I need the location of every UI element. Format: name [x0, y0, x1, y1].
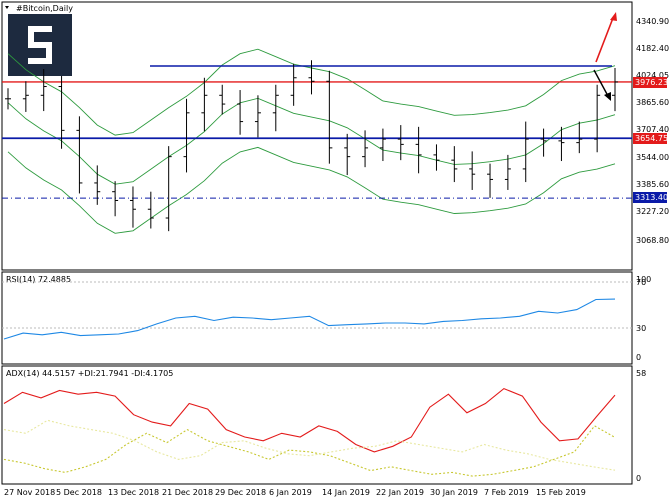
arrow-up-shaft	[595, 17, 614, 63]
adx-series	[3, 387, 616, 453]
plus-di-series	[3, 425, 616, 477]
broker-logo	[8, 14, 72, 76]
red-level-tag-bg	[633, 77, 667, 88]
rsi-series	[3, 298, 616, 340]
price-tick: 4182.40	[636, 44, 669, 53]
rsi-tick: 30	[636, 324, 646, 333]
price-tick: 4024.05	[636, 71, 669, 80]
minus-di-series	[3, 419, 616, 471]
price-tick: 3227.20	[636, 207, 669, 216]
rsi-line	[3, 298, 616, 340]
rsi-tick: 0	[636, 353, 641, 362]
date-label: 27 Nov 2018	[4, 488, 55, 497]
upper-blue-tag: 3654.75	[635, 134, 668, 143]
date-label: 13 Dec 2018	[108, 488, 159, 497]
candlesticks	[5, 60, 618, 232]
adx-tick: 0	[636, 474, 641, 483]
date-label: 30 Jan 2019	[430, 488, 478, 497]
upper-blue-tag-bg	[633, 133, 667, 144]
adx-label: ADX(14) 44.5157 +DI:21.7941 -DI:4.1705	[6, 369, 173, 378]
rsi-tick: 70	[636, 278, 646, 287]
band-lower	[7, 146, 616, 234]
date-axis: 27 Nov 2018 5 Dec 2018 13 Dec 2018 21 De…	[4, 488, 586, 497]
arrow-up-head	[610, 12, 617, 21]
price-tick: 4340.90	[636, 17, 669, 26]
adx-panel-frame	[1, 365, 633, 485]
dashdot-tag-bg	[633, 192, 667, 203]
rsi-panel-frame	[1, 271, 633, 365]
date-label: 21 Dec 2018	[162, 488, 213, 497]
rsi-label: RSI(14) 72.4885	[6, 275, 71, 284]
date-label: 14 Jan 2019	[322, 488, 370, 497]
horizontal-levels	[2, 65, 632, 199]
date-label: 29 Dec 2018	[215, 488, 266, 497]
price-tick: 3385.60	[636, 180, 669, 189]
logo-glyph	[28, 26, 52, 64]
level-tags: 3976.23 3654.75 3313.40	[633, 77, 668, 203]
price-tick: 3707.40	[636, 125, 669, 134]
rsi-tick: 100	[636, 275, 651, 284]
adx-tick: 58	[636, 369, 646, 378]
price-panel-frame	[1, 1, 633, 271]
date-label: 6 Jan 2019	[269, 488, 312, 497]
price-tick: 3544.00	[636, 153, 669, 162]
date-label: 15 Feb 2019	[536, 488, 586, 497]
date-label: 22 Jan 2019	[376, 488, 424, 497]
forecast-arrows	[593, 12, 617, 101]
red-level-tag: 3976.23	[635, 78, 668, 87]
price-axis: 4340.90 4182.40 4024.05 3865.60 3707.40 …	[636, 17, 669, 245]
date-label: 7 Feb 2019	[484, 488, 529, 497]
price-tick: 3865.60	[636, 98, 669, 107]
band-middle	[7, 97, 616, 185]
adx-lines	[3, 387, 616, 477]
date-label: 5 Dec 2018	[56, 488, 102, 497]
arrow-down-head	[604, 92, 611, 101]
dropdown-triangle-icon[interactable]	[5, 6, 9, 9]
arrow-down-shaft	[593, 69, 609, 97]
dashdot-tag: 3313.40	[635, 193, 668, 202]
symbol-title: #Bitcoin,Daily	[16, 4, 73, 13]
price-tick: 3068.80	[636, 236, 669, 245]
